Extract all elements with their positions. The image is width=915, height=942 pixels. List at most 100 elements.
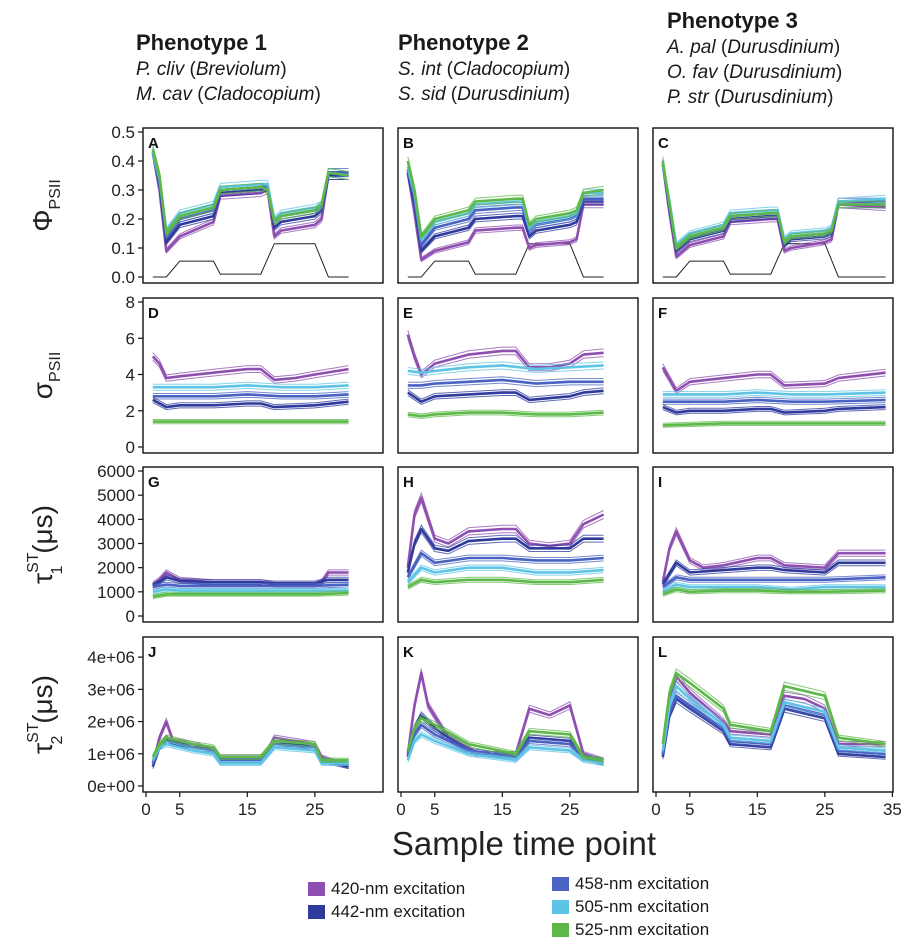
- series-replicate-line: [407, 170, 604, 243]
- series-line: [662, 391, 886, 396]
- genus-name: Breviolum: [195, 59, 281, 80]
- series-line: [152, 588, 349, 594]
- series-replicate-line: [407, 731, 604, 762]
- panel-letter: D: [148, 305, 159, 322]
- legend-label: 525-nm excitation: [575, 920, 710, 939]
- genus-name: Cladocopium: [203, 84, 315, 105]
- x-tick-label: 35: [883, 800, 902, 819]
- light-profile-line: [407, 243, 604, 278]
- series-replicate-line: [407, 549, 604, 576]
- series-line: [406, 716, 604, 762]
- y-tick-label: 1000: [97, 583, 135, 602]
- y-tick-label: 6000: [97, 462, 135, 481]
- series-replicate-line: [662, 559, 886, 583]
- series-line: [406, 551, 604, 578]
- panel-letter: A: [148, 135, 159, 152]
- legend-item: 458-nm excitation: [552, 874, 709, 894]
- panel-frame: [652, 636, 894, 793]
- panel-letter: E: [403, 305, 413, 322]
- series-line: [661, 561, 886, 586]
- y-axis-label-units: (μs): [27, 505, 58, 562]
- legend-swatch: [552, 877, 569, 891]
- y-axis-label-sub: 2: [49, 735, 66, 744]
- species-line: A. pal (Durusdinium): [667, 37, 841, 58]
- x-tick-label: 0: [141, 800, 150, 819]
- series-line: [406, 527, 604, 573]
- panel-frame: [652, 127, 894, 284]
- series-replicate-line: [662, 394, 886, 398]
- series-line: [662, 588, 886, 596]
- series-replicate-line: [662, 591, 886, 597]
- series-replicate-line: [662, 526, 886, 580]
- series-replicate-line: [662, 409, 886, 416]
- x-axis-col-1: 0 5 15 25: [141, 792, 324, 819]
- y-tick-label: 0: [126, 607, 135, 626]
- legend-label: 442-nm excitation: [331, 902, 466, 921]
- series-replicate-line: [152, 156, 349, 255]
- panel-plot-area: [661, 668, 886, 760]
- series-replicate-line: [152, 396, 349, 400]
- series-line: [661, 160, 886, 250]
- panel-plot-area: [151, 717, 350, 770]
- x-axes: 0 5 15 25 0 5 15 25 0 5 15 25 35: [141, 792, 902, 819]
- series-line: [661, 671, 886, 746]
- panel-k: K: [397, 636, 639, 793]
- series-replicate-line: [152, 156, 349, 246]
- panel-plot-area: [151, 352, 349, 425]
- series-line: [662, 422, 886, 427]
- y-axis-label-symbol: τ: [27, 743, 58, 754]
- panel-i: I: [652, 466, 894, 623]
- series-line: [406, 172, 604, 253]
- y-tick-label: 0e+00: [87, 777, 135, 796]
- series-replicate-line: [662, 574, 886, 586]
- series-replicate-line: [152, 352, 349, 378]
- species-name: P. cliv: [136, 59, 185, 80]
- y-tick-label: 8: [126, 293, 135, 312]
- legend-swatch: [552, 923, 569, 937]
- phenotype-2-header: Phenotype 2 S. int (Cladocopium) S. sid …: [398, 29, 570, 107]
- series-replicate-line: [662, 370, 886, 395]
- panel-letter: G: [148, 474, 160, 491]
- y-axis-tau2: 0e+00 1e+06 2e+06 3e+06 4e+06 τST 2 (μs): [25, 648, 143, 796]
- panel-frame: [142, 636, 384, 793]
- series-line: [151, 152, 349, 253]
- y-tick-label: 4: [126, 366, 135, 385]
- panel-c: C: [652, 127, 894, 284]
- panel-frame: [142, 127, 384, 284]
- series-replicate-line: [407, 173, 604, 249]
- panel-plot-area: [661, 363, 886, 428]
- series-replicate-line: [152, 381, 349, 385]
- x-tick-label: 25: [815, 800, 834, 819]
- series-line: [662, 575, 886, 589]
- panels: A B C D E F G H I J K L: [142, 127, 894, 793]
- x-tick-label: 5: [685, 800, 694, 819]
- y-axis-label-sub: PSII: [47, 179, 64, 209]
- panel-letter: C: [658, 135, 669, 152]
- series-line: [407, 411, 604, 418]
- panel-g: G: [142, 466, 384, 623]
- series-replicate-line: [407, 555, 604, 581]
- series-line: [152, 575, 349, 587]
- panel-b: B: [397, 127, 639, 284]
- series-line: [662, 405, 886, 414]
- series-replicate-line: [662, 404, 886, 411]
- series-replicate-line: [152, 402, 349, 411]
- species-name: S. int: [398, 59, 442, 80]
- legend-item: 442-nm excitation: [308, 902, 465, 922]
- y-axis-label: τST 1 (μs): [25, 505, 66, 584]
- x-tick-label: 15: [238, 800, 257, 819]
- series-replicate-line: [407, 581, 604, 590]
- y-tick-label: 0.0: [111, 268, 135, 287]
- panel-f: F: [652, 297, 894, 454]
- panel-h: H: [397, 466, 639, 623]
- y-axis-phi: 0.0 0.1 0.2 0.3 0.4 0.5 ΦPSII: [27, 123, 143, 287]
- series-line: [406, 723, 604, 762]
- series-replicate-line: [662, 168, 886, 255]
- y-tick-label: 3e+06: [87, 680, 135, 699]
- panel-plot-area: [661, 526, 886, 597]
- legend-item: 525-nm excitation: [552, 920, 709, 940]
- genus-name: Durusdinium: [727, 37, 834, 58]
- series-line: [406, 172, 604, 261]
- series-replicate-line: [152, 590, 349, 596]
- series-line: [152, 398, 349, 409]
